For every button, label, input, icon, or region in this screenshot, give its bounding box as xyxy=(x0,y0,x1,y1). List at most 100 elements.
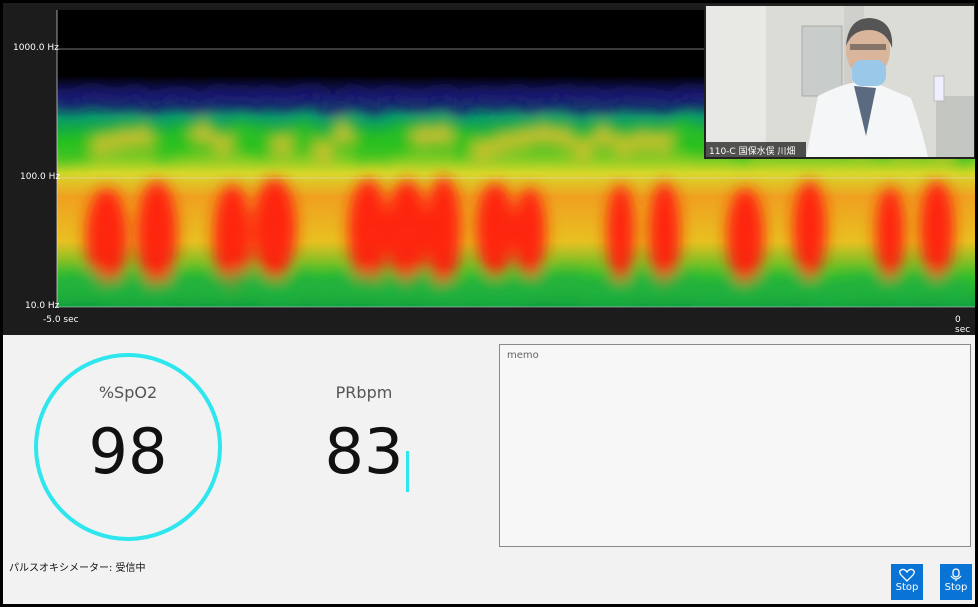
spectrogram-texture xyxy=(679,270,695,299)
spectrogram-texture xyxy=(171,124,195,153)
spectrogram-texture xyxy=(311,274,327,303)
spectrogram-texture xyxy=(511,124,535,153)
spectrogram-texture xyxy=(487,278,503,307)
spectrogram-texture xyxy=(295,269,311,298)
spectrogram-texture xyxy=(919,180,955,281)
spectrogram-texture xyxy=(439,277,455,306)
spectrogram-texture xyxy=(359,271,375,300)
spectrogram-texture xyxy=(136,180,178,290)
spectrogram-texture xyxy=(503,277,519,306)
memo-placeholder: memo xyxy=(507,350,539,361)
spectrogram-texture xyxy=(151,132,175,161)
spectrogram-texture xyxy=(423,275,439,304)
spectrogram-texture xyxy=(151,278,167,307)
mic-icon xyxy=(950,568,962,581)
spectrogram-texture xyxy=(531,120,555,149)
spectrogram-texture xyxy=(791,270,807,299)
spectrogram-texture xyxy=(327,271,343,300)
spectrogram-texture xyxy=(331,119,355,148)
x-label: 0 sec xyxy=(955,315,971,335)
spectrogram-texture xyxy=(919,270,935,299)
spectrogram-texture xyxy=(305,85,325,102)
spo2-ring xyxy=(34,353,222,541)
spectrogram-texture xyxy=(199,271,215,300)
spectrogram-texture xyxy=(606,184,635,283)
vitals-panel: %SpO2 98 PRbpm 83 memo パルスオキシメーター: 受信中 S… xyxy=(3,335,975,604)
spectrogram-texture xyxy=(119,273,135,302)
spectrogram-texture xyxy=(951,277,967,306)
spectrogram-texture xyxy=(213,184,252,292)
spectrogram-texture xyxy=(557,86,577,103)
spectrogram-texture xyxy=(887,274,903,303)
spectrogram-texture xyxy=(87,269,103,298)
spectrogram-texture xyxy=(252,178,297,280)
pulse-value: 83 xyxy=(324,415,404,488)
spectrogram-texture xyxy=(599,274,615,303)
spectrogram-texture xyxy=(551,271,567,300)
stop-button[interactable]: Stop xyxy=(940,564,972,600)
spectrogram-texture xyxy=(839,275,855,304)
spectrogram-texture xyxy=(271,130,295,159)
spectrogram-texture xyxy=(57,137,75,166)
spectrogram-texture xyxy=(183,273,199,302)
spo2-value: 98 xyxy=(88,415,168,488)
spectrogram-texture xyxy=(371,132,395,161)
status-text: パルスオキシメーター: 受信中 xyxy=(9,563,146,574)
spectrogram-texture xyxy=(455,278,471,307)
spectrogram-texture xyxy=(135,274,151,303)
spectrogram-texture xyxy=(211,130,235,159)
spectrogram-texture xyxy=(935,272,951,301)
spectrogram-texture xyxy=(385,180,429,285)
video-caption: 110-C 国保水俣 川畑 xyxy=(709,147,796,157)
spectrogram-texture xyxy=(191,119,215,148)
stop-button[interactable]: Stop xyxy=(891,564,923,600)
spectrogram-texture xyxy=(711,275,727,304)
spectrogram-texture xyxy=(71,133,95,162)
spectrogram-texture xyxy=(91,130,115,159)
spectrogram-texture xyxy=(743,276,759,305)
spectrogram-texture xyxy=(648,182,681,287)
spectrogram-texture xyxy=(471,272,487,301)
spectrogram-texture xyxy=(437,87,457,104)
spectrogram-texture xyxy=(348,179,389,285)
spectrogram-texture xyxy=(663,272,679,301)
spo2-label: %SpO2 xyxy=(98,383,158,402)
spectrogram-texture xyxy=(375,276,391,305)
spectrogram-texture xyxy=(475,182,515,277)
spectrogram-texture xyxy=(103,276,119,305)
spectrogram-texture xyxy=(391,273,407,302)
spectrogram-texture xyxy=(71,269,87,298)
spectrogram-texture xyxy=(343,272,359,301)
y-label: 10.0 Hz xyxy=(25,301,60,311)
spectrogram-texture xyxy=(551,123,575,152)
spectrogram-texture xyxy=(759,271,775,300)
video-image xyxy=(706,6,974,157)
spectrogram-texture xyxy=(695,278,711,307)
memo-input[interactable]: memo xyxy=(499,344,971,547)
spectrogram-texture xyxy=(251,128,275,157)
spectrogram-texture xyxy=(329,99,349,116)
spectrogram-texture xyxy=(775,274,791,303)
spectrogram-texture xyxy=(807,276,823,305)
spectrogram-texture xyxy=(615,278,631,307)
spectrogram-texture xyxy=(727,276,743,305)
spectrogram-texture xyxy=(131,123,155,152)
y-label: 1000.0 Hz xyxy=(13,43,59,53)
spectrogram-texture xyxy=(792,180,827,279)
spectrogram-panel: 1000.0 Hz 100.0 Hz 10.0 Hz -5.0 sec 0 se… xyxy=(3,3,975,335)
spectrogram-texture xyxy=(671,119,695,148)
spectrogram-texture xyxy=(215,272,231,301)
spectrogram-texture xyxy=(365,99,385,116)
video-feed: 110-C 国保水俣 川畑 xyxy=(704,4,975,159)
spectrogram-texture xyxy=(451,129,475,158)
pulse-indicator xyxy=(406,451,409,492)
heart-icon xyxy=(899,568,915,582)
spectrogram-texture xyxy=(111,125,135,154)
button-label: Stop xyxy=(944,582,968,593)
spectrogram-texture xyxy=(611,131,635,160)
spectrogram-texture xyxy=(591,122,615,151)
spectrogram-texture xyxy=(311,136,335,165)
spectrogram-texture xyxy=(569,98,589,115)
spectrogram-texture xyxy=(871,272,887,301)
